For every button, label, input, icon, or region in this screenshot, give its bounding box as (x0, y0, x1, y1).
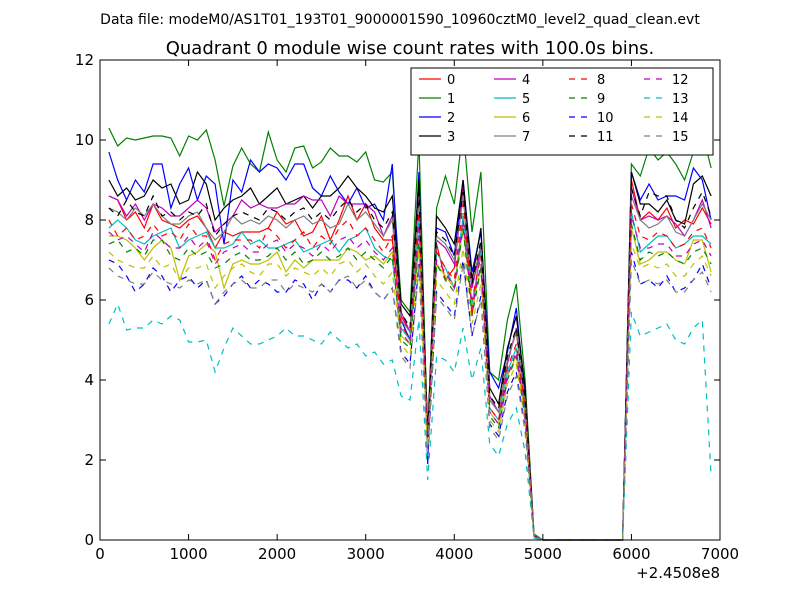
legend-label-10: 10 (597, 111, 614, 126)
legend-label-9: 9 (597, 92, 605, 107)
series-line-6 (108, 227, 712, 541)
legend-box (410, 67, 714, 156)
legend-label-11: 11 (597, 130, 614, 145)
series-line-8 (108, 203, 712, 541)
legend-label-1: 1 (447, 92, 455, 107)
y-tick-label: 0 (84, 531, 94, 549)
series-line-12 (108, 215, 712, 541)
series-line-14 (108, 243, 712, 541)
x-tick-label: 6000 (612, 545, 650, 563)
series-line-2 (108, 151, 712, 541)
legend-label-4: 4 (522, 73, 530, 88)
legend-label-2: 2 (447, 111, 455, 126)
y-tick-label: 12 (75, 51, 94, 69)
legend-label-5: 5 (522, 92, 530, 107)
legend-label-3: 3 (447, 130, 455, 145)
series-layer (108, 127, 712, 541)
legend-label-6: 6 (522, 111, 530, 126)
legend-label-0: 0 (447, 73, 455, 88)
legend-label-7: 7 (522, 130, 530, 145)
y-tick-label: 4 (84, 371, 94, 389)
x-tick-label: 2000 (258, 545, 296, 563)
legend-label-8: 8 (597, 73, 605, 88)
x-tick-label: 1000 (169, 545, 207, 563)
y-tick-label: 10 (75, 131, 94, 149)
series-line-5 (108, 211, 712, 541)
legend-label-15: 15 (672, 130, 689, 145)
series-line-3 (108, 170, 712, 541)
x-tick-label: 7000 (701, 545, 739, 563)
chart-suptitle: Data file: modeM0/AS1T01_193T01_90000015… (100, 12, 700, 28)
x-tick-label: 4000 (435, 545, 473, 563)
chart-title: Quadrant 0 module wise count rates with … (166, 38, 655, 59)
legend-label-13: 13 (672, 92, 689, 107)
x-offset-label: +2.4508e8 (636, 564, 720, 582)
y-tick-label: 8 (84, 211, 94, 229)
legend-label-14: 14 (672, 111, 689, 126)
series-line-9 (108, 223, 712, 541)
y-tick-label: 6 (84, 291, 94, 309)
x-tick-label: 5000 (524, 545, 562, 563)
legend-label-12: 12 (672, 73, 689, 88)
x-tick-label: 0 (95, 545, 105, 563)
y-tick-label: 2 (84, 451, 94, 469)
x-tick-label: 3000 (347, 545, 385, 563)
